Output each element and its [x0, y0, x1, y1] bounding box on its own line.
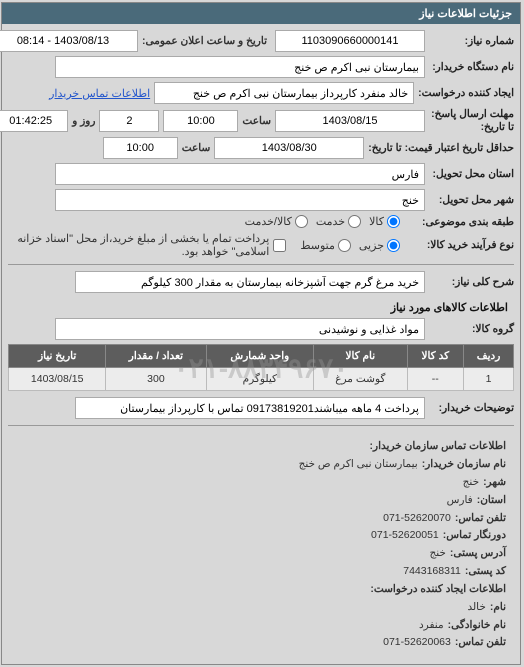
contact-link[interactable]: اطلاعات تماس خریدار — [50, 87, 151, 100]
table-body: 1--گوشت مرغکیلوگرم3001403/08/15 — [10, 368, 515, 391]
goods-group-input[interactable] — [56, 318, 426, 340]
need-number-input[interactable] — [276, 30, 426, 52]
remain-time-input[interactable] — [0, 110, 69, 132]
family-k: نام خانوادگی: — [449, 617, 507, 635]
time-label-2: ساعت — [183, 142, 212, 154]
contact-info-block: اطلاعات تماس سازمان خریدار: نام سازمان خ… — [9, 432, 515, 658]
phone-k: تلفن تماس: — [456, 510, 507, 528]
goods-table: ردیفکد کالانام کالاواحد شمارشتعداد / مقد… — [9, 344, 515, 391]
buyer-notes-input[interactable] — [76, 397, 426, 419]
table-col-header: کد کالا — [408, 345, 465, 368]
req-creator-k: اطلاعات ایجاد کننده درخواست: — [17, 581, 507, 599]
subject-cat-radios: کالا خدمت کالا/خدمت — [246, 215, 401, 228]
deadline-time-input[interactable] — [164, 110, 239, 132]
province-input[interactable] — [56, 163, 426, 185]
city-label: شهر محل تحویل: — [430, 194, 515, 206]
province-label: استان محل تحویل: — [430, 168, 515, 180]
table-col-header: نام کالا — [315, 345, 408, 368]
table-cell: 300 — [107, 368, 207, 391]
table-cell: 1403/08/15 — [10, 368, 107, 391]
table-area: ۰۲۱-۸۸۳۴۹۶۷۰ ردیفکد کالانام کالاواحد شما… — [9, 344, 515, 391]
table-header-row: ردیفکد کالانام کالاواحد شمارشتعداد / مقد… — [10, 345, 515, 368]
radio-minor[interactable]: جزیی — [360, 239, 401, 252]
table-cell: -- — [408, 368, 465, 391]
goods-section-title: اطلاعات کالاهای مورد نیاز — [15, 301, 509, 314]
remain-day-input[interactable] — [100, 110, 160, 132]
buyer-org-label: نام دستگاه خریدار: — [430, 61, 515, 73]
time-label-1: ساعت — [243, 115, 272, 127]
name-v: خالد — [468, 599, 486, 617]
announce-input[interactable] — [0, 30, 139, 52]
need-number-label: شماره نیاز: — [430, 35, 515, 47]
pay-note-row: پرداخت تمام یا بخشی از مبلغ خرید،از محل … — [9, 232, 287, 258]
table-row: 1--گوشت مرغکیلوگرم3001403/08/15 — [10, 368, 515, 391]
fax-k: دورنگار تماس: — [444, 527, 507, 545]
pay-note-checkbox[interactable] — [274, 239, 287, 252]
remain-day-label: روز و — [73, 115, 96, 127]
org-name-v: بیمارستان نبی اکرم ص خنج — [300, 456, 419, 474]
city-input[interactable] — [56, 189, 426, 211]
radio-service[interactable]: خدمت — [317, 215, 362, 228]
pay-note-text: پرداخت تمام یا بخشی از مبلغ خرید،از محل … — [9, 232, 270, 258]
buy-type-label: نوع فرآیند خرید کالا: — [405, 239, 515, 251]
buy-type-radios: جزیی متوسط — [301, 239, 401, 252]
city-k: شهر: — [484, 474, 507, 492]
addr-v: خنج — [430, 545, 446, 563]
credit-date-input[interactable] — [215, 137, 365, 159]
ostan-k: استان: — [478, 492, 507, 510]
form-area: شماره نیاز: تاریخ و ساعت اعلان عمومی: نا… — [3, 24, 521, 664]
table-cell: کیلوگرم — [207, 368, 315, 391]
phone-v: 071-52620070 — [384, 510, 452, 528]
fax-v: 071-52620051 — [372, 527, 440, 545]
goods-group-label: گروه کالا: — [430, 323, 515, 335]
creator-input[interactable] — [155, 82, 415, 104]
radio-kala-service[interactable]: کالا/خدمت — [246, 215, 309, 228]
buyer-org-input[interactable] — [56, 56, 426, 78]
need-details-panel: جزئیات اطلاعات نیاز شماره نیاز: تاریخ و … — [2, 2, 522, 665]
subject-cat-label: طبقه بندی موضوعی: — [405, 216, 515, 228]
deadline-label: مهلت ارسال پاسخ: تا تاریخ: — [430, 108, 515, 133]
need-title-input[interactable] — [76, 271, 426, 293]
table-cell: 1 — [465, 368, 515, 391]
radio-medium[interactable]: متوسط — [301, 239, 352, 252]
table-col-header: تاریخ نیاز — [10, 345, 107, 368]
org-name-k: نام سازمان خریدار: — [423, 456, 507, 474]
city-v: خنج — [464, 474, 480, 492]
credit-label: حداقل تاریخ اعتبار قیمت: تا تاریخ: — [369, 142, 515, 155]
ostan-v: فارس — [448, 492, 474, 510]
credit-time-input[interactable] — [104, 137, 179, 159]
table-col-header: واحد شمارش — [207, 345, 315, 368]
table-cell: گوشت مرغ — [315, 368, 408, 391]
table-col-header: تعداد / مقدار — [107, 345, 207, 368]
name-k: نام: — [491, 599, 507, 617]
radio-kala[interactable]: کالا — [370, 215, 401, 228]
need-title-label: شرح کلی نیاز: — [430, 276, 515, 288]
table-col-header: ردیف — [465, 345, 515, 368]
post-v: 7443168311 — [404, 563, 462, 581]
panel-title: جزئیات اطلاعات نیاز — [3, 3, 521, 24]
contact-section-title: اطلاعات تماس سازمان خریدار: — [17, 438, 507, 456]
deadline-date-input[interactable] — [276, 110, 426, 132]
announce-label: تاریخ و ساعت اعلان عمومی: — [143, 35, 268, 47]
post-k: کد پستی: — [466, 563, 507, 581]
addr-k: آدرس پستی: — [451, 545, 507, 563]
family-v: منفرد — [420, 617, 445, 635]
tel-k: تلفن تماس: — [456, 634, 507, 652]
tel-v: 071-52620063 — [384, 634, 452, 652]
buyer-notes-label: توضیحات خریدار: — [430, 402, 515, 414]
creator-label: ایجاد کننده درخواست: — [419, 87, 515, 100]
